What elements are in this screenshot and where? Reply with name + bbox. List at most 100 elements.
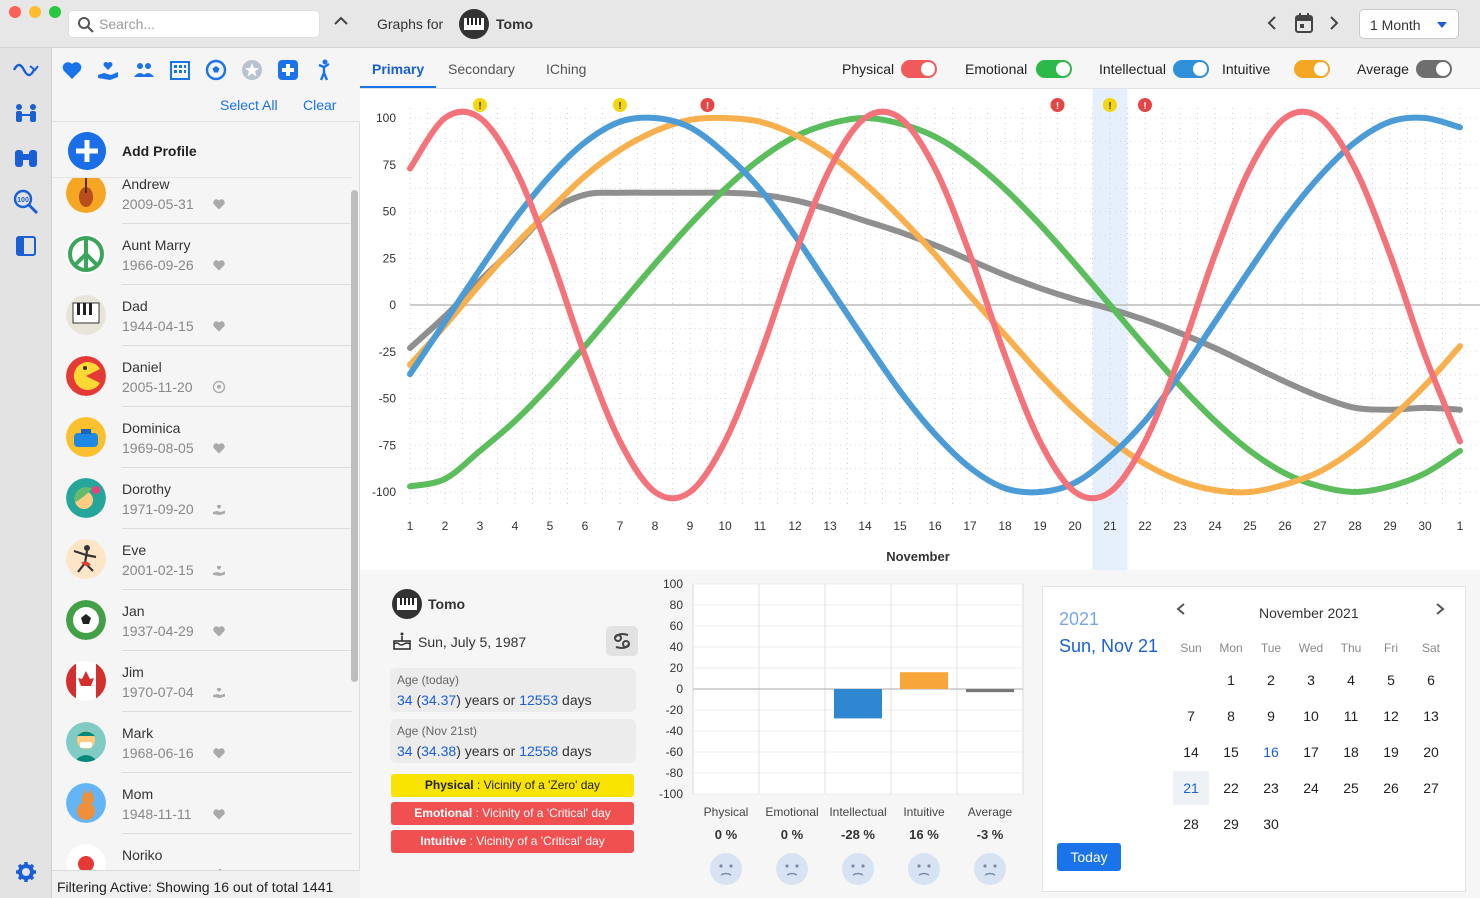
profile-row[interactable]: Mom 1948-11-11 (52, 773, 352, 834)
biorhythm-wave-icon[interactable] (12, 56, 40, 84)
critical-day-marker[interactable]: ! (473, 98, 487, 112)
calendar-day[interactable]: 2 (1267, 672, 1275, 688)
minimize-window-button[interactable] (29, 6, 41, 18)
tab-iching[interactable]: IChing (546, 61, 587, 77)
calendar-day[interactable]: 30 (1263, 816, 1279, 832)
heart-icon[interactable] (60, 58, 84, 82)
profile-avatar (66, 783, 106, 823)
range-select[interactable]: 1 Month (1359, 9, 1459, 39)
profile-row[interactable]: Noriko 1948-10-26 (52, 834, 352, 870)
calendar-day[interactable]: 22 (1223, 780, 1239, 796)
critical-day-marker[interactable]: ! (1138, 98, 1152, 112)
profile-name: Jim (122, 664, 144, 680)
profile-list-scrollbar[interactable] (351, 190, 358, 682)
calendar-day[interactable]: 9 (1267, 708, 1275, 724)
calendar-day[interactable]: 11 (1343, 708, 1359, 724)
profile-row[interactable]: Jan 1937-04-29 (52, 590, 352, 651)
calendar-day[interactable]: 7 (1187, 708, 1195, 724)
calendar-day[interactable]: 3 (1307, 672, 1315, 688)
y-tick-label: -80 (666, 766, 684, 780)
select-all-button[interactable]: Select All (220, 97, 278, 113)
tab-primary[interactable]: Primary (372, 61, 425, 77)
today-button[interactable]: Today (1057, 843, 1121, 871)
calendar-next-month-button[interactable] (1434, 601, 1446, 622)
critical-day-marker[interactable]: ! (1050, 98, 1065, 112)
toggle-intellectual[interactable] (1173, 60, 1209, 78)
search-input[interactable] (99, 11, 314, 37)
calendar-day[interactable]: 16 (1263, 744, 1279, 760)
chevron-left-icon (1267, 16, 1276, 30)
calendar-day[interactable]: 20 (1423, 744, 1439, 760)
calendar-day[interactable]: 18 (1343, 744, 1359, 760)
toggle-average[interactable] (1416, 60, 1452, 78)
calendar-day[interactable]: 23 (1263, 780, 1279, 796)
calendar-day[interactable]: 17 (1303, 744, 1319, 760)
calendar-day[interactable]: 12 (1383, 708, 1399, 724)
profile-row[interactable]: Mark 1968-06-16 (52, 712, 352, 773)
medical-cross-icon[interactable] (276, 58, 300, 82)
profile-row[interactable]: Daniel 2005-11-20 (52, 346, 352, 407)
profile-row[interactable]: Aunt Marry 1966-09-26 (52, 224, 352, 285)
calendar-day[interactable]: 26 (1383, 780, 1399, 796)
toggle-physical[interactable] (901, 60, 937, 78)
calendar-day[interactable]: 6 (1427, 672, 1435, 688)
profile-row[interactable]: Eve 2001-02-15 (52, 529, 352, 590)
profile-row[interactable]: Jim 1970-07-04 (52, 651, 352, 712)
settings-gear-icon[interactable] (12, 858, 40, 886)
profile-row[interactable]: Dorothy 1971-09-20 (52, 468, 352, 529)
hand-heart-icon[interactable] (96, 58, 120, 82)
tab-secondary[interactable]: Secondary (448, 61, 515, 77)
month-calendar: 2021 Sun, Nov 21 November 2021 Sun Mon Tue… (1042, 586, 1466, 892)
building-icon[interactable] (168, 58, 192, 82)
calendar-day[interactable]: 28 (1183, 816, 1199, 832)
profile-avatar-piano[interactable] (459, 9, 489, 39)
calendar-day[interactable]: 10 (1303, 708, 1319, 724)
calendar-day[interactable]: 4 (1347, 672, 1355, 688)
calendar-day[interactable]: 27 (1423, 780, 1439, 796)
toggle-intuitive[interactable] (1294, 60, 1330, 78)
calendar-day[interactable]: 13 (1423, 708, 1439, 724)
calendar-day[interactable]: 29 (1223, 816, 1239, 832)
calendar-day[interactable]: 25 (1343, 780, 1359, 796)
people-icon[interactable] (132, 58, 156, 82)
calendar-prev-month-button[interactable] (1175, 601, 1187, 622)
calendar-day[interactable]: 15 (1223, 744, 1239, 760)
calendar-day[interactable]: 8 (1227, 708, 1235, 724)
series-line-intellectual (407, 114, 1463, 496)
clear-button[interactable]: Clear (303, 97, 337, 113)
x-tick-label: 5 (547, 519, 554, 533)
calendar-day[interactable]: 19 (1383, 744, 1399, 760)
profile-avatar (66, 295, 106, 335)
zodiac-cancer-button[interactable] (606, 626, 638, 656)
calendar-day[interactable]: 14 (1183, 744, 1199, 760)
tab-active-indicator (360, 86, 436, 88)
critical-day-marker[interactable]: ! (700, 98, 715, 112)
previous-period-button[interactable] (1266, 14, 1278, 37)
critical-day-marker[interactable]: ! (613, 98, 627, 112)
calendar-day[interactable]: 1 (1227, 672, 1235, 688)
book-icon[interactable] (12, 232, 40, 260)
calendar-day[interactable]: 24 (1303, 780, 1319, 796)
calendar-button[interactable] (1294, 12, 1314, 39)
critical-day-marker[interactable]: ! (1103, 98, 1117, 112)
profile-row[interactable]: Dominica 1969-08-05 (52, 407, 352, 468)
binoculars-icon[interactable] (12, 144, 40, 172)
close-window-button[interactable] (9, 6, 21, 18)
magnifier-100-icon[interactable]: 100 (12, 188, 40, 216)
toggle-emotional[interactable] (1036, 60, 1072, 78)
star-icon[interactable] (240, 58, 264, 82)
profile-avatar (66, 234, 106, 274)
add-profile-button[interactable]: Add Profile (52, 122, 352, 178)
next-period-button[interactable] (1328, 14, 1340, 37)
row-divider (122, 528, 352, 529)
chevron-up-icon[interactable] (333, 15, 349, 27)
soccer-ball-icon[interactable] (204, 58, 228, 82)
compatibility-icon[interactable] (12, 100, 40, 128)
profile-row[interactable]: Andrew 2009-05-31 (52, 178, 352, 224)
profile-row[interactable]: Dad 1944-04-15 (52, 285, 352, 346)
calendar-day[interactable]: 21 (1173, 771, 1209, 805)
zoom-window-button[interactable] (49, 6, 61, 18)
calendar-weekday-label: Mon (1219, 641, 1243, 655)
person-icon[interactable] (312, 58, 336, 82)
calendar-day[interactable]: 5 (1387, 672, 1395, 688)
